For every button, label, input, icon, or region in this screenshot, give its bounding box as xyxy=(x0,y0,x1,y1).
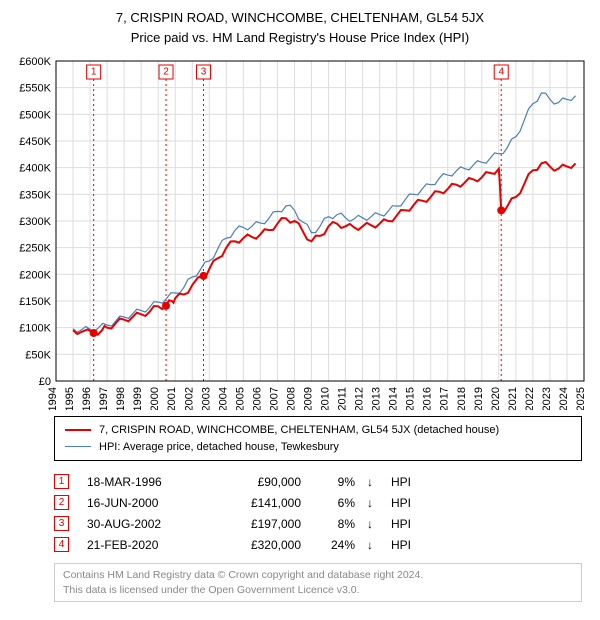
svg-text:1: 1 xyxy=(91,67,97,78)
legend-swatch xyxy=(65,429,91,431)
svg-text:2004: 2004 xyxy=(217,387,229,410)
svg-text:2001: 2001 xyxy=(166,387,178,410)
svg-text:2011: 2011 xyxy=(337,387,349,410)
svg-text:2019: 2019 xyxy=(473,387,485,410)
data-attribution: Contains HM Land Registry data © Crown c… xyxy=(54,563,582,602)
event-percent: 9% ↓ xyxy=(319,475,373,489)
event-hpi-label: HPI xyxy=(391,496,411,510)
svg-text:£150K: £150K xyxy=(19,296,51,308)
svg-text:2017: 2017 xyxy=(439,387,451,410)
svg-text:2006: 2006 xyxy=(251,387,263,410)
event-marker: 2 xyxy=(54,495,69,510)
svg-text:1995: 1995 xyxy=(64,387,76,410)
event-percent: 8% ↓ xyxy=(319,517,373,531)
legend-item: 7, CRISPIN ROAD, WINCHCOMBE, CHELTENHAM,… xyxy=(65,422,571,439)
svg-text:£600K: £600K xyxy=(19,56,51,68)
svg-text:2020: 2020 xyxy=(490,387,502,410)
legend-label: HPI: Average price, detached house, Tewk… xyxy=(99,439,339,456)
svg-text:£250K: £250K xyxy=(19,243,51,255)
events-table: 1 18-MAR-1996 £90,000 9% ↓ HPI 2 16-JUN-2000 £1… xyxy=(54,471,582,555)
svg-text:2008: 2008 xyxy=(285,387,297,410)
svg-text:2022: 2022 xyxy=(524,387,536,410)
svg-text:2016: 2016 xyxy=(422,387,434,410)
footer-line1: Contains HM Land Registry data © Crown c… xyxy=(63,568,573,583)
svg-text:2009: 2009 xyxy=(302,387,314,410)
svg-text:2005: 2005 xyxy=(234,387,246,410)
event-price: £320,000 xyxy=(215,538,301,552)
svg-text:£50K: £50K xyxy=(25,349,51,361)
svg-text:£400K: £400K xyxy=(19,163,51,175)
svg-text:2002: 2002 xyxy=(183,387,195,410)
event-date: 16-JUN-2000 xyxy=(87,496,197,510)
svg-text:2025: 2025 xyxy=(575,387,587,410)
svg-text:£200K: £200K xyxy=(19,269,51,281)
event-hpi-label: HPI xyxy=(391,517,411,531)
svg-text:£450K: £450K xyxy=(19,136,51,148)
event-price: £90,000 xyxy=(215,475,301,489)
svg-text:£0: £0 xyxy=(39,376,51,388)
event-hpi-label: HPI xyxy=(391,475,411,489)
svg-text:£300K: £300K xyxy=(19,216,51,228)
svg-text:2010: 2010 xyxy=(320,387,332,410)
svg-text:2012: 2012 xyxy=(354,387,366,410)
svg-text:2000: 2000 xyxy=(149,387,161,410)
svg-text:2003: 2003 xyxy=(200,387,212,410)
legend-swatch xyxy=(65,446,91,447)
event-row: 2 16-JUN-2000 £141,000 6% ↓ HPI xyxy=(54,492,582,513)
event-price: £141,000 xyxy=(215,496,301,510)
svg-text:2015: 2015 xyxy=(405,387,417,410)
event-date: 21-FEB-2020 xyxy=(87,538,197,552)
legend-label: 7, CRISPIN ROAD, WINCHCOMBE, CHELTENHAM,… xyxy=(99,422,499,439)
svg-text:3: 3 xyxy=(201,67,207,78)
event-date: 30-AUG-2002 xyxy=(87,517,197,531)
event-row: 1 18-MAR-1996 £90,000 9% ↓ HPI xyxy=(54,471,582,492)
svg-text:2014: 2014 xyxy=(388,387,400,410)
legend-item: HPI: Average price, detached house, Tewk… xyxy=(65,439,571,456)
event-marker: 4 xyxy=(54,537,69,552)
chart-title-line2: Price paid vs. HM Land Registry's House … xyxy=(10,28,590,48)
chart-legend: 7, CRISPIN ROAD, WINCHCOMBE, CHELTENHAM,… xyxy=(54,416,582,461)
svg-text:£550K: £550K xyxy=(19,83,51,95)
event-date: 18-MAR-1996 xyxy=(87,475,197,489)
event-price: £197,000 xyxy=(215,517,301,531)
price-chart: £0 £50K £100K £150K £200K £250K £300K £350K £400… xyxy=(10,55,590,410)
event-marker: 3 xyxy=(54,516,69,531)
svg-text:2021: 2021 xyxy=(507,387,519,410)
event-marker: 1 xyxy=(54,474,69,489)
svg-text:1994: 1994 xyxy=(47,387,59,410)
svg-text:4: 4 xyxy=(498,67,504,78)
event-row: 4 21-FEB-2020 £320,000 24% ↓ HPI xyxy=(54,534,582,555)
svg-text:£350K: £350K xyxy=(19,189,51,201)
svg-text:2018: 2018 xyxy=(456,387,468,410)
svg-text:1998: 1998 xyxy=(115,387,127,410)
event-row: 3 30-AUG-2002 £197,000 8% ↓ HPI xyxy=(54,513,582,534)
svg-text:£500K: £500K xyxy=(19,109,51,121)
svg-text:2007: 2007 xyxy=(268,387,280,410)
event-hpi-label: HPI xyxy=(391,538,411,552)
svg-text:2: 2 xyxy=(163,67,169,78)
svg-text:2024: 2024 xyxy=(558,387,570,410)
svg-text:1996: 1996 xyxy=(81,387,93,410)
svg-text:1997: 1997 xyxy=(98,387,110,410)
footer-line2: This data is licensed under the Open Gov… xyxy=(63,583,573,598)
svg-text:1999: 1999 xyxy=(132,387,144,410)
chart-title-line1: 7, CRISPIN ROAD, WINCHCOMBE, CHELTENHAM,… xyxy=(10,8,590,28)
svg-text:2013: 2013 xyxy=(371,387,383,410)
svg-text:£100K: £100K xyxy=(19,323,51,335)
event-percent: 24% ↓ xyxy=(319,538,373,552)
svg-text:2023: 2023 xyxy=(541,387,553,410)
chart-svg: £0 £50K £100K £150K £200K £250K £300K £350K £400… xyxy=(10,55,590,410)
event-percent: 6% ↓ xyxy=(319,496,373,510)
